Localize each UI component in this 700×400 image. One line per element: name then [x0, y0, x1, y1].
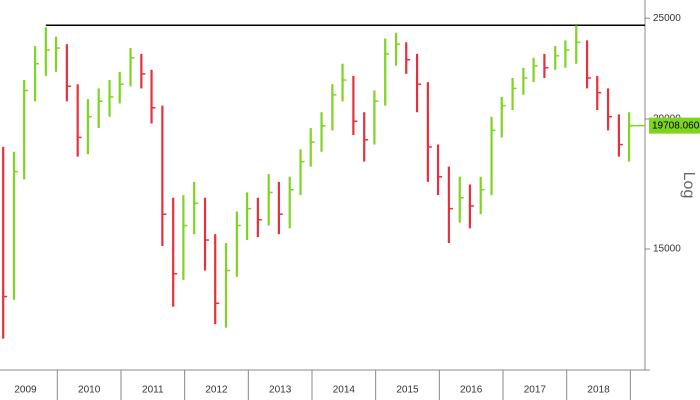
- x-tick-label: 2017: [524, 385, 547, 396]
- y-tick-label: 15000: [653, 244, 681, 255]
- y-axis-label: Log: [680, 172, 697, 199]
- x-tick-label: 2014: [333, 385, 356, 396]
- y-tick-label: 25000: [653, 13, 681, 24]
- x-tick-label: 2018: [587, 385, 610, 396]
- x-tick-label: 2015: [396, 385, 419, 396]
- x-tick-label: 2012: [205, 385, 228, 396]
- x-tick-label: 2016: [460, 385, 483, 396]
- x-tick-label: 2011: [142, 385, 164, 396]
- last-price-label: 19708.0605: [652, 120, 700, 131]
- x-tick-label: 2013: [269, 385, 292, 396]
- last-price-box: [649, 117, 700, 134]
- x-tick-label: 2010: [78, 385, 101, 396]
- x-tick-label: 2009: [14, 385, 37, 396]
